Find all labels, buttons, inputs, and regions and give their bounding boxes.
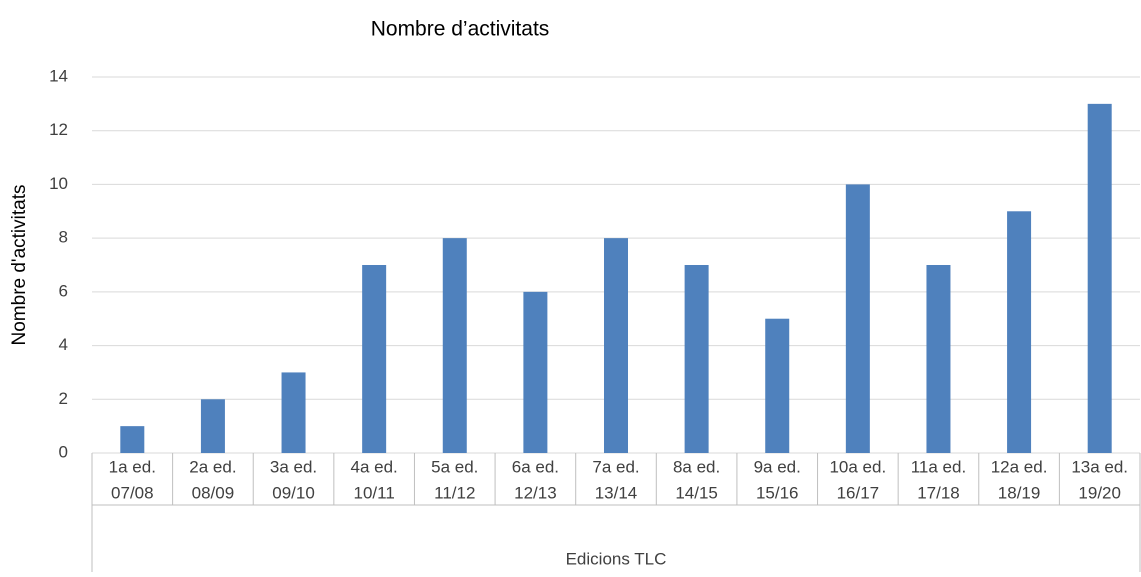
bar xyxy=(1087,103,1112,453)
x-tick-label: 2a ed. xyxy=(189,457,236,476)
y-tick-label: 4 xyxy=(59,335,68,354)
x-tick-label: 09/10 xyxy=(272,483,315,502)
y-axis-label: Nombre d'activitats xyxy=(9,185,30,346)
y-tick-label: 8 xyxy=(59,228,68,247)
x-tick-label: 14/15 xyxy=(675,483,718,502)
x-tick-label: 9a ed. xyxy=(754,457,801,476)
x-tick-label: 4a ed. xyxy=(351,457,398,476)
x-tick-label: 13a ed. xyxy=(1071,457,1128,476)
bar xyxy=(281,372,306,453)
x-axis-label: Edicions TLC xyxy=(566,549,667,568)
bar xyxy=(604,238,628,453)
bar xyxy=(765,318,790,453)
x-tick-label: 18/19 xyxy=(998,483,1041,502)
bar xyxy=(120,426,145,453)
x-tick-label: 10/11 xyxy=(354,483,395,502)
x-tick-label: 6a ed. xyxy=(512,457,559,476)
bar xyxy=(845,184,870,453)
x-tick-label: 19/20 xyxy=(1078,483,1121,502)
x-tick-label: 5a ed. xyxy=(431,457,478,476)
bar xyxy=(926,265,951,453)
bar xyxy=(523,291,548,453)
x-tick-label: 12a ed. xyxy=(991,457,1048,476)
bar xyxy=(200,399,225,453)
y-tick-label: 6 xyxy=(59,281,68,300)
y-tick-label: 2 xyxy=(59,389,68,408)
x-tick-label: 7a ed. xyxy=(592,457,639,476)
bar xyxy=(362,265,387,453)
x-tick-label: 10a ed. xyxy=(829,457,886,476)
chart-title: Nombre d’activitats xyxy=(371,18,550,41)
y-tick-label: 12 xyxy=(49,120,68,139)
x-tick-label: 13/14 xyxy=(595,483,638,502)
x-tick-label: 11/12 xyxy=(434,483,475,502)
x-tick-label: 16/17 xyxy=(837,483,880,502)
x-tick-label: 11a ed. xyxy=(911,457,966,476)
x-tick-label: 15/16 xyxy=(756,483,799,502)
x-tick-label: 17/18 xyxy=(917,483,960,502)
bar xyxy=(442,238,467,453)
x-tick-label: 8a ed. xyxy=(673,457,720,476)
y-tick-label: 0 xyxy=(59,442,68,461)
bar xyxy=(1007,211,1032,453)
y-tick-label: 14 xyxy=(49,66,68,85)
x-tick-label: 07/08 xyxy=(111,483,154,502)
x-tick-label: 12/13 xyxy=(514,483,557,502)
x-tick-label: 1a ed. xyxy=(109,457,156,476)
x-tick-label: 3a ed. xyxy=(270,457,317,476)
bar xyxy=(684,265,709,453)
y-tick-label: 10 xyxy=(49,174,68,193)
x-tick-label: 08/09 xyxy=(192,483,235,502)
